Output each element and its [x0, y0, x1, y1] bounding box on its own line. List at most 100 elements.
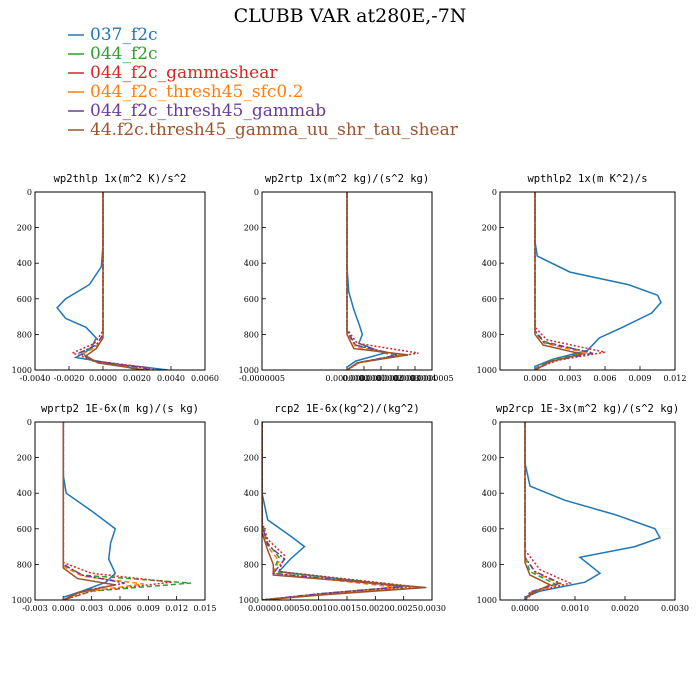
panel-title: rcp2 1E-6x(kg^2)/(kg^2): [274, 403, 419, 415]
y-tick-label: 1000: [477, 596, 497, 605]
x-tick-label: 0.0000: [248, 604, 276, 613]
series-line-green: [62, 422, 191, 600]
y-tick-label: 600: [244, 525, 259, 534]
x-tick-label: 0.012: [664, 374, 687, 383]
x-tick-label: -0.0000005: [239, 374, 285, 383]
y-tick-label: 1000: [477, 366, 497, 375]
chart-panels: wp2thlp 1x(m^2 K)/s^202004006008001000-0…: [12, 173, 689, 613]
series-line-red: [346, 192, 419, 370]
y-tick-label: 200: [17, 224, 32, 233]
plot-frame: [34, 421, 206, 601]
series-group: [524, 422, 662, 600]
series-line-green: [262, 422, 421, 600]
series-line-brown: [534, 192, 582, 370]
x-tick-label: 0.0030: [661, 604, 689, 613]
legend: 037_f2c044_f2c044_f2c_gammashear044_f2c_…: [68, 25, 459, 140]
series-line-red: [262, 422, 416, 600]
legend-entry: 044_f2c_gammashear: [90, 63, 278, 83]
x-tick-label: 0.000: [52, 604, 75, 613]
series-line-blue: [534, 192, 662, 370]
series-line-brown: [62, 422, 116, 600]
series-group: [62, 422, 191, 600]
x-tick-label: 0.009: [137, 604, 160, 613]
legend-entry: 044_f2c: [90, 44, 158, 64]
plot-frame: [261, 421, 433, 601]
y-tick-label: 800: [482, 330, 497, 339]
y-tick-label: 400: [244, 489, 259, 498]
y-tick-label: 1000: [239, 366, 259, 375]
series-line-orange: [346, 192, 404, 370]
y-tick-label: 0: [27, 188, 32, 197]
x-tick-label: 0.0020: [123, 374, 151, 383]
series-line-purple: [524, 422, 563, 600]
x-tick-label: 0.0000004: [393, 374, 436, 383]
series-group: [346, 192, 419, 370]
series-line-blue: [346, 192, 387, 370]
legend-entry: 044_f2c_thresh45_gammab: [90, 101, 326, 121]
x-tick-label: 0.0000001: [342, 374, 385, 383]
y-tick-label: 1000: [12, 596, 32, 605]
series-line-green: [534, 192, 588, 370]
series-group: [262, 422, 427, 600]
y-tick-label: 600: [17, 525, 32, 534]
y-tick-label: 200: [244, 454, 259, 463]
x-tick-label: 0.0015: [333, 604, 361, 613]
y-tick-label: 400: [244, 259, 259, 268]
panel-title: wpthlp2 1x(m K^2)/s: [527, 173, 647, 185]
y-tick-label: 400: [17, 489, 32, 498]
x-tick-label: 0.009: [629, 374, 652, 383]
x-tick-label: -0.0040: [20, 374, 51, 383]
y-tick-label: 400: [17, 259, 32, 268]
y-tick-label: 600: [244, 295, 259, 304]
x-tick-label: 0.0040: [157, 374, 185, 383]
y-tick-label: 200: [482, 454, 497, 463]
panel-title: wprtp2 1E-6x(m kg)/(s kg): [41, 403, 199, 415]
y-tick-label: 0: [27, 418, 32, 427]
x-tick-label: 0.0000003: [376, 374, 419, 383]
x-tick-label: 0.0020: [611, 604, 639, 613]
series-line-green: [79, 192, 138, 370]
x-tick-label: 0.006: [109, 604, 132, 613]
series-line-brown: [524, 422, 552, 600]
chart-panel: wpthlp2 1x(m K^2)/s 0 200 400 600 800 1000 0.00…: [477, 173, 687, 383]
y-tick-label: 0: [254, 188, 259, 197]
plot-frame: [499, 421, 676, 601]
panel-title: wp2thlp 1x(m^2 K)/s^2: [54, 173, 187, 185]
series-line-brown: [84, 192, 144, 370]
series-line-purple: [262, 422, 404, 600]
chart-panel: wp2thlp 1x(m^2 K)/s^202004006008001000-0…: [12, 173, 219, 383]
y-tick-label: 600: [17, 295, 32, 304]
x-tick-label: 0.003: [80, 604, 103, 613]
x-tick-label: 0.0010: [561, 604, 589, 613]
chart-panel: rcp2 1E-6x(kg^2)/(kg^2) 0 200 400 600 800 1000…: [239, 403, 446, 613]
y-tick-label: 600: [482, 295, 497, 304]
series-line-red: [70, 192, 155, 370]
y-tick-label: 600: [482, 525, 497, 534]
x-tick-label: 0.000: [524, 374, 547, 383]
chart-panel: wprtp2 1E-6x(m kg)/(s kg) 0 200 400 600 800 10…: [12, 403, 217, 613]
y-tick-label: 1000: [239, 596, 259, 605]
panel-title: wp2rtp 1x(m^2 kg)/(s^2 kg): [265, 173, 429, 185]
y-tick-label: 200: [244, 224, 259, 233]
x-tick-label: 0.0000005: [410, 374, 453, 383]
series-line-orange: [62, 422, 144, 600]
series-line-orange: [524, 422, 563, 600]
y-tick-label: 800: [17, 330, 32, 339]
x-tick-label: -0.0020: [54, 374, 85, 383]
y-tick-label: 0: [492, 418, 497, 427]
x-tick-label: 0.0000: [89, 374, 117, 383]
y-tick-label: 0: [254, 418, 259, 427]
plot-frame: [261, 191, 433, 371]
series-group: [56, 192, 168, 370]
series-line-blue: [524, 422, 662, 600]
x-tick-label: 0.003: [559, 374, 582, 383]
x-tick-label: 0.0000002: [359, 374, 402, 383]
y-tick-label: 0: [492, 188, 497, 197]
legend-entry: 044_f2c_thresh45_sfc0.2: [90, 82, 303, 102]
series-line-orange: [262, 422, 399, 600]
y-tick-label: 400: [482, 489, 497, 498]
plot-frame: [34, 191, 206, 371]
series-line-red: [524, 422, 573, 600]
series-line-brown: [346, 192, 409, 370]
